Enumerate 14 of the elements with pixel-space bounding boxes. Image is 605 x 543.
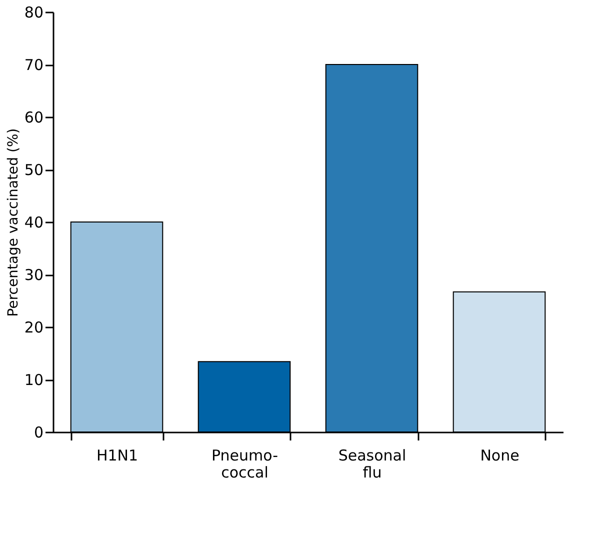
x-tick-label: Seasonal flu [338,446,406,482]
x-tick-label: None [480,446,520,464]
y-tick-label: 70 [24,56,44,74]
x-tick-label: Pneumo-coccal [211,446,278,482]
y-axis-title: Percentage vaccinated (%) [5,128,22,317]
y-tick-label: 10 [24,371,44,389]
x-tick-label: H1N1 [96,446,138,464]
y-tick-label: 50 [24,161,44,179]
y-tick-label: 20 [24,318,44,336]
y-tick-label: 60 [24,108,44,126]
y-tick-label: 30 [24,266,44,284]
y-tick-label: 40 [24,214,44,232]
y-tick-label: 0 [34,424,44,442]
y-tick-label: 80 [24,4,44,22]
